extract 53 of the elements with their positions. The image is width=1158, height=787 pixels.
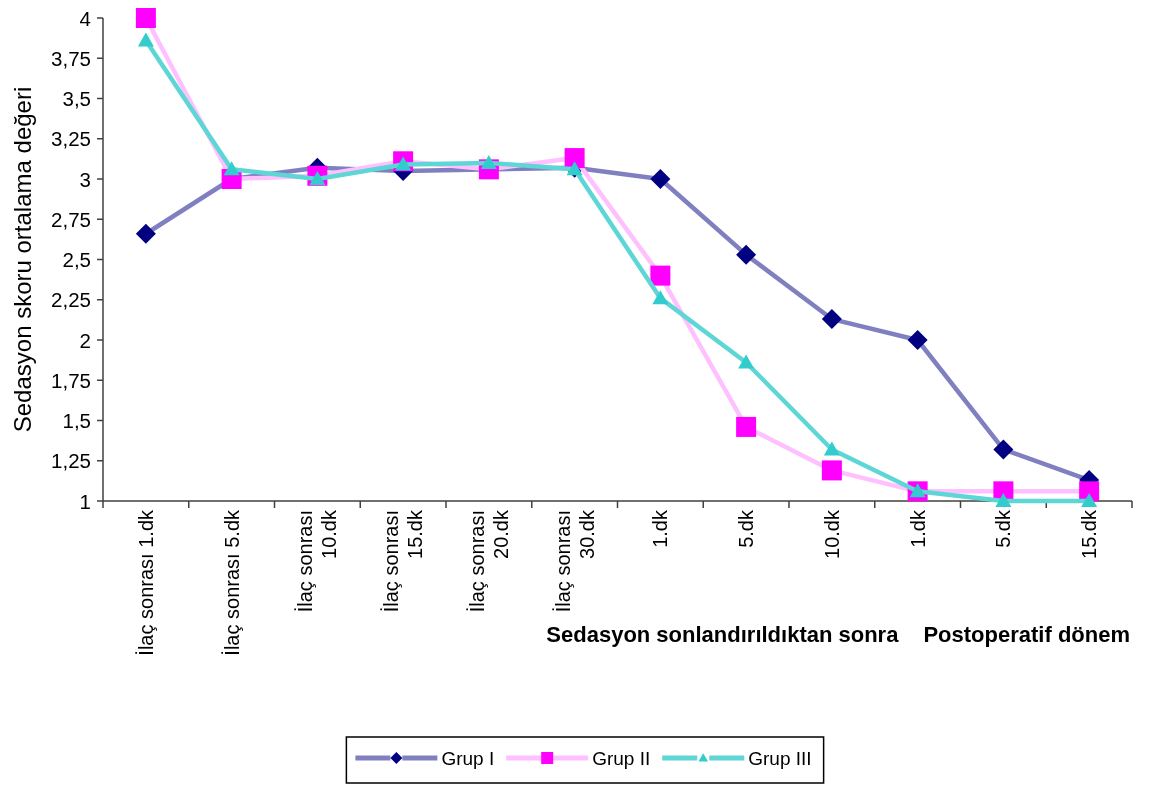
point — [907, 330, 928, 350]
legend-label: Grup I — [441, 747, 495, 769]
x-tick-label: İlaç sonrası 30.dk — [551, 509, 598, 613]
x-tick-label: İlaç sonrası 15.dk — [380, 509, 427, 613]
x-tick-label: İlaç sonrası 1.dk — [134, 509, 157, 656]
text: Sedasyon sonlandırıldıktan sonra — [546, 622, 900, 647]
y-tick-label: 3,5 — [62, 87, 91, 110]
point — [738, 354, 755, 369]
y-tick-label: 1,5 — [62, 409, 91, 432]
y-tick-label: 3,25 — [51, 127, 91, 151]
y-tick-label: 3 — [79, 167, 91, 191]
point — [135, 223, 156, 244]
x-tick-label: İlaç sonrası 20.dk — [465, 509, 512, 613]
y-tick-label: 4 — [79, 6, 91, 30]
point — [821, 309, 842, 330]
y-tick-label: 1 — [79, 489, 91, 513]
x-tick-label: 10.dk — [820, 509, 843, 559]
x-tick-label: 1.dk — [649, 509, 672, 548]
point — [995, 493, 1012, 507]
y-tick-label: 2,25 — [51, 288, 91, 312]
point — [736, 244, 757, 265]
point — [821, 460, 842, 481]
y-tick-label: 2,5 — [62, 248, 91, 271]
point — [480, 154, 497, 169]
point — [650, 265, 671, 286]
y-tick-label: 2,75 — [51, 207, 91, 231]
y-tick-label: 1,75 — [51, 368, 91, 392]
point — [309, 171, 326, 185]
point — [823, 441, 840, 456]
point — [736, 416, 757, 437]
point — [395, 156, 412, 171]
point — [137, 32, 154, 47]
x-tick-label: İlaç sonrası 10.dk — [294, 509, 341, 613]
x-tick-label: İlaç sonrası 5.dk — [220, 509, 243, 656]
y-tick-label: 3,75 — [51, 46, 91, 70]
y-axis-title: Sedasyon skoru ortalama değeri — [8, 86, 36, 433]
y-tick-label: 2 — [79, 328, 91, 352]
point — [652, 290, 669, 305]
point — [993, 439, 1014, 460]
x-tick-label: 5.dk — [735, 509, 758, 548]
point — [135, 8, 156, 28]
x-tick-label: 1.dk — [906, 509, 929, 548]
text: Postoperatif dönem — [923, 622, 1130, 647]
point — [564, 148, 585, 169]
point — [223, 161, 240, 176]
legend-label: Grup II — [592, 747, 651, 769]
point — [650, 169, 671, 189]
x-tick-label: 15.dk — [1078, 509, 1101, 559]
point — [566, 161, 583, 176]
y-tick-label: 1,25 — [51, 449, 91, 473]
x-tick-label: 5.dk — [992, 509, 1015, 548]
legend-label: Grup III — [748, 747, 812, 769]
point — [1081, 493, 1098, 507]
